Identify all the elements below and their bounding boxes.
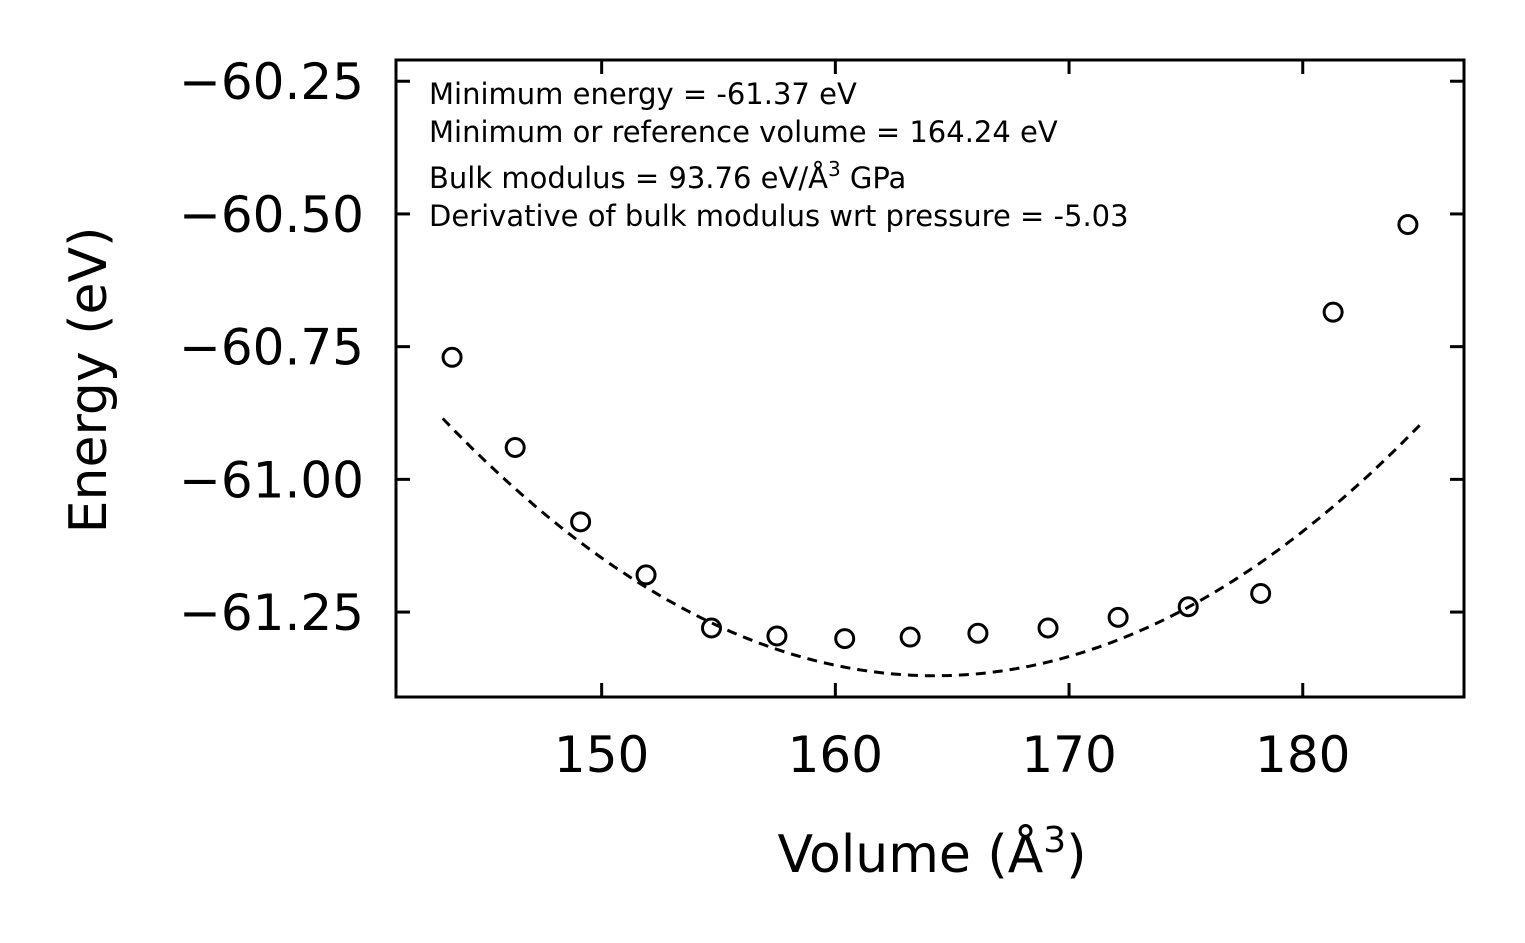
- data-point: [1397, 214, 1419, 236]
- y-axis-label: Energy (eV): [59, 227, 119, 534]
- y-tick-labels: −60.25 −60.50 −60.75 −61.00 −61.25: [179, 53, 364, 642]
- annotation-bulk-derivative: Derivative of bulk modulus wrt pressure …: [429, 199, 1129, 233]
- y-axis-ticks: [396, 79, 1464, 614]
- data-point: [570, 511, 592, 533]
- data-point: [967, 622, 989, 644]
- data-point: [1322, 301, 1344, 323]
- fit-curve: [441, 417, 1421, 678]
- y-tick-label: −61.25: [179, 584, 364, 642]
- annotation-bulk-modulus: Bulk modulus = 93.76 eV/Å3 GPa: [429, 157, 906, 195]
- data-point: [1177, 596, 1199, 618]
- data-point: [766, 625, 788, 647]
- data-point: [635, 564, 657, 586]
- data-point: [504, 437, 526, 459]
- annotation-min-energy: Minimum energy = -61.37 eV: [429, 77, 857, 111]
- y-tick-label: −60.75: [179, 319, 364, 377]
- x-tick-label: 150: [554, 726, 649, 784]
- data-point: [1107, 606, 1129, 628]
- data-points: [441, 214, 1419, 650]
- data-point: [441, 346, 463, 368]
- data-point: [700, 617, 722, 639]
- data-point: [834, 628, 856, 650]
- data-point: [1037, 617, 1059, 639]
- y-tick-label: −60.25: [179, 53, 364, 111]
- x-tick-label: 170: [1021, 726, 1116, 784]
- x-tick-label: 160: [788, 726, 883, 784]
- x-axis-ticks: [600, 60, 1305, 697]
- annotation-ref-volume: Minimum or reference volume = 164.24 eV: [429, 115, 1058, 149]
- y-tick-label: −61.00: [179, 451, 364, 509]
- data-point: [899, 626, 921, 648]
- annotation-block: Minimum energy = -61.37 eV Minimum or re…: [429, 77, 1129, 233]
- data-point: [1250, 582, 1272, 604]
- x-tick-labels: 150 160 170 180: [554, 726, 1351, 784]
- plot-frame: [394, 58, 1466, 699]
- x-axis-label: Volume (Å3): [778, 820, 1087, 885]
- y-tick-label: −60.50: [179, 186, 364, 244]
- x-tick-label: 180: [1255, 726, 1350, 784]
